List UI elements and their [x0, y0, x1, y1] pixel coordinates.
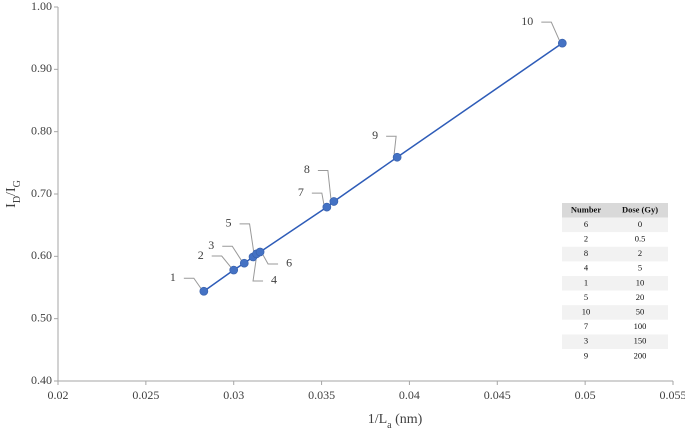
table-cell: 0.5	[635, 233, 646, 243]
dose-table: Number Dose (Gy) 6 0 2 0.5 8 2 4 5 1 10 5 20 10 50 7 100 3…	[562, 203, 668, 364]
leader-line	[386, 135, 397, 155]
table-row-bg	[562, 276, 668, 291]
leader-line	[311, 192, 325, 205]
y-tick-label: 0.70	[31, 186, 52, 200]
table-cell: 4	[584, 263, 589, 273]
x-tick-label: 0.055	[660, 388, 685, 402]
table-row-bg	[562, 349, 668, 364]
point-label: 7	[298, 185, 304, 199]
x-tick-label: 0.03	[223, 388, 244, 402]
x-tick-label: 0.045	[484, 388, 511, 402]
point	[329, 197, 339, 206]
leader-line	[317, 169, 332, 199]
table-cell: 5	[638, 263, 642, 273]
x-tick-label: 0.025	[132, 388, 159, 402]
table-cell: 0	[638, 219, 642, 229]
point	[255, 247, 265, 257]
leader-line	[252, 259, 264, 282]
table-row-bg	[562, 290, 668, 306]
y-title-part: I	[4, 203, 19, 208]
point	[392, 152, 402, 162]
point-label: 8	[304, 162, 310, 176]
leader-line	[183, 277, 202, 289]
table-cell: 3	[584, 336, 588, 346]
leader-line	[211, 255, 232, 268]
table-cell: 20	[636, 292, 645, 302]
y-title-sub: G	[12, 180, 23, 187]
table-header: Dose (Gy)	[622, 204, 658, 214]
table-row-bg	[562, 305, 668, 320]
table-row-bg	[562, 232, 668, 247]
y-title-sub: D	[12, 196, 23, 203]
table-cell: 2	[584, 233, 588, 243]
table-row-bg	[562, 319, 668, 335]
y-title-part: /I	[4, 187, 19, 196]
table-cell: 8	[584, 248, 588, 258]
point-label: 9	[372, 128, 378, 142]
table-row-bg	[562, 246, 668, 262]
y-tick-label: 0.90	[31, 61, 52, 75]
point	[229, 265, 239, 275]
x-tick-label: 0.035	[308, 388, 335, 402]
leader-line	[222, 245, 242, 261]
table-cell: 1	[584, 277, 588, 287]
leader-line	[239, 223, 255, 251]
table-cell: 100	[634, 321, 647, 331]
table-header-bg	[562, 203, 668, 218]
point-label: 4	[271, 273, 277, 287]
point-label: 10	[521, 14, 533, 28]
point	[239, 258, 249, 268]
leader-line	[541, 21, 560, 41]
point-label: 6	[286, 256, 292, 270]
table-cell: 7	[584, 321, 588, 331]
leader-line	[262, 254, 279, 265]
y-tick-label: 0.80	[31, 123, 52, 137]
point	[199, 286, 209, 296]
point	[557, 38, 567, 48]
table-cell: 10	[582, 306, 591, 316]
table-cell: 50	[636, 306, 645, 316]
point-label: 2	[198, 248, 204, 262]
point-label: 1	[170, 270, 176, 284]
table-row-bg	[562, 217, 668, 233]
table-cell: 2	[638, 248, 642, 258]
x-title-part: 1/L	[368, 412, 387, 427]
table-cell: 10	[636, 277, 645, 287]
x-tick-label: 0.02	[48, 388, 69, 402]
x-tick-label: 0.04	[399, 388, 420, 402]
y-axis-title: ID/IG	[4, 180, 23, 208]
y-tick-label: 0.50	[31, 310, 52, 324]
x-tick-label: 0.05	[575, 388, 596, 402]
point-label: 3	[208, 238, 214, 252]
table-cell: 9	[584, 350, 588, 360]
table-header: Number	[571, 204, 601, 214]
x-title-sub: a	[387, 420, 392, 430]
point-label: 5	[226, 216, 232, 230]
y-tick-label: 1.00	[31, 0, 52, 13]
table-cell: 150	[634, 336, 647, 346]
y-tick-label: 0.60	[31, 248, 52, 262]
x-axis-title: 1/La (nm)	[368, 412, 423, 430]
table-cell: 200	[634, 350, 647, 360]
x-title-part: (nm)	[392, 412, 423, 427]
table-row-bg	[562, 334, 668, 349]
table-cell: 6	[584, 219, 588, 229]
table-row-bg	[562, 261, 668, 276]
point	[322, 202, 332, 212]
table-cell: 5	[584, 292, 588, 302]
y-tick-label: 0.40	[31, 373, 52, 387]
